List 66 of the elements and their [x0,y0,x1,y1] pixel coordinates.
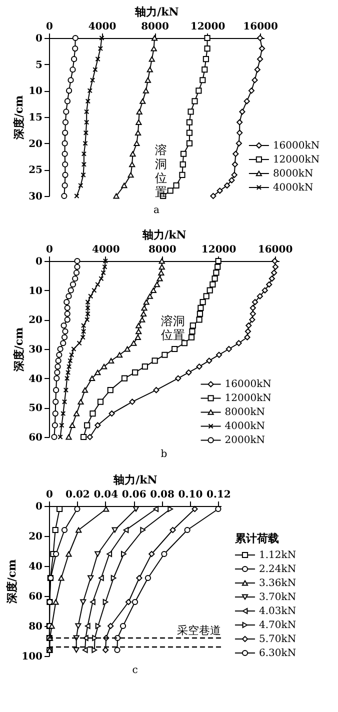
y-tick-label: 40 [28,562,43,572]
legend-label: 8000kN [272,168,314,180]
y-tick-label: 5 [36,60,43,71]
y-tick-label: 20 [28,138,43,150]
legend-label: 1.12kN [259,550,296,561]
text: c [132,665,138,676]
y-axis-title: 深度/cm [12,326,26,373]
y-tick-label: 20 [28,315,43,326]
legend-label: 12000kN [224,393,272,404]
y-tick-label: 30 [28,344,43,356]
y-tick-label: 60 [28,592,43,602]
legend-label: 3.36kN [259,578,296,589]
x-tick-label: 0 [46,244,54,256]
y-tick-label: 10 [28,286,43,297]
x-tick-label: 0.06 [122,490,146,500]
legend-label: 3.70kN [259,592,296,603]
y-axis-title: 深度/cm [12,94,26,141]
x-tick-label: 0.10 [178,490,203,500]
y-tick-label: 0 [36,256,43,268]
x-tick-label: 0.12 [206,490,231,500]
x-tick-label: 16000 [243,22,278,32]
y-axis-title: 深度/cm [6,558,19,605]
legend-title: 累计荷载 [234,532,279,545]
x-tick-label: 16000 [258,244,293,256]
x-axis-title: 轴力/kN [134,6,179,18]
y-tick-label: 40 [28,374,43,385]
legend-label: 5.70kN [259,634,296,645]
x-tick-label: 12000 [190,22,226,32]
y-tick-label: 0 [36,34,43,44]
legend-label: 2000kN [224,435,266,446]
x-tick-label: 4000 [88,22,116,32]
ref-line-label: 采空巷道 [177,624,221,637]
text: b [160,449,168,460]
y-tick-label: 15 [28,112,43,124]
x-tick-label: 0.04 [94,490,118,500]
legend-label: 16000kN [224,379,272,390]
legend-label: 6.30kN [259,648,296,659]
x-tick-label: 0 [46,490,54,500]
y-tick-label: 50 [28,403,43,414]
legend-label: 2.24kN [259,564,296,575]
y-tick-label: 20 [28,532,43,542]
y-tick-label: 80 [28,622,43,632]
y-tick-label: 0 [36,502,43,512]
y-tick-label: 30 [28,192,43,202]
legend-label: 12000kN [272,154,320,166]
legend-label: 4.70kN [259,620,296,631]
x-tick-label: 8000 [141,22,169,32]
x-tick-label: 0.08 [150,490,175,500]
text: a [154,205,160,216]
x-tick-label: 0.02 [66,490,90,500]
y-tick-label: 25 [28,165,43,176]
legend-label: 4000kN [272,182,314,194]
x-tick-label: 12000 [201,244,236,256]
x-tick-label: 4000 [92,244,120,256]
x-tick-label: 8000 [148,244,176,256]
legend-label: 8000kN [224,407,266,418]
annotation: 溶洞位置 [161,314,186,342]
y-tick-label: 60 [28,432,43,444]
y-tick-label: 100 [22,652,43,662]
legend-label: 4000kN [224,421,266,432]
x-axis-title: 轴力/kN [112,474,158,486]
y-tick-label: 10 [28,86,43,98]
x-tick-label: 0 [46,22,54,32]
x-axis-title: 轴力/kN [142,228,186,242]
legend-label: 16000kN [272,140,320,152]
legend-label: 4.03kN [259,606,296,617]
